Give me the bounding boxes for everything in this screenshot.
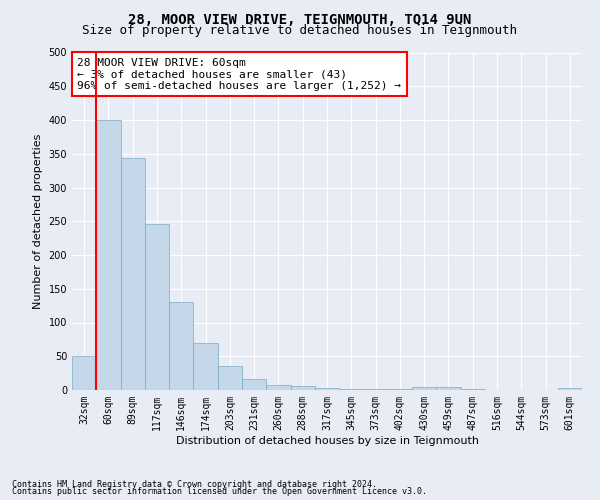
Bar: [169, 302, 193, 390]
Text: 28 MOOR VIEW DRIVE: 60sqm
← 3% of detached houses are smaller (43)
96% of semi-d: 28 MOOR VIEW DRIVE: 60sqm ← 3% of detach…: [77, 58, 401, 91]
Text: 28, MOOR VIEW DRIVE, TEIGNMOUTH, TQ14 9UN: 28, MOOR VIEW DRIVE, TEIGNMOUTH, TQ14 9U…: [128, 12, 472, 26]
Bar: [218, 366, 242, 390]
Text: Contains HM Land Registry data © Crown copyright and database right 2024.: Contains HM Land Registry data © Crown c…: [12, 480, 377, 489]
Bar: [315, 388, 339, 390]
Bar: [72, 356, 96, 390]
Bar: [339, 388, 364, 390]
Text: Size of property relative to detached houses in Teignmouth: Size of property relative to detached ho…: [83, 24, 517, 37]
X-axis label: Distribution of detached houses by size in Teignmouth: Distribution of detached houses by size …: [176, 436, 479, 446]
Y-axis label: Number of detached properties: Number of detached properties: [33, 134, 43, 309]
Bar: [436, 388, 461, 390]
Bar: [290, 386, 315, 390]
Text: Contains public sector information licensed under the Open Government Licence v3: Contains public sector information licen…: [12, 487, 427, 496]
Bar: [558, 388, 582, 390]
Bar: [145, 224, 169, 390]
Bar: [121, 158, 145, 390]
Bar: [193, 343, 218, 390]
Bar: [412, 386, 436, 390]
Bar: [96, 120, 121, 390]
Bar: [242, 378, 266, 390]
Bar: [266, 384, 290, 390]
